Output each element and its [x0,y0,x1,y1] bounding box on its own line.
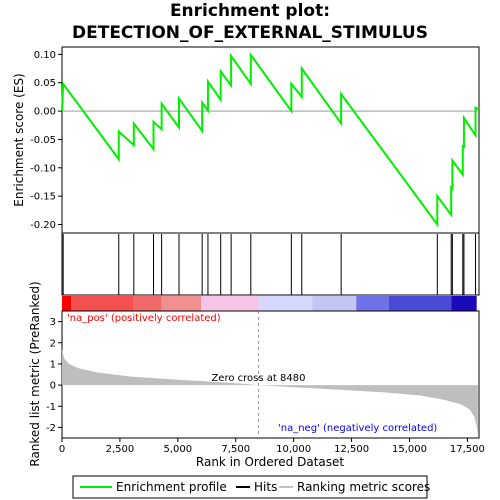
heat-segment [451,296,477,311]
metric-tick-label: 0 [50,381,56,392]
heat-segment [161,296,201,311]
heat-segment [356,296,389,311]
es-tick-label: -0.15 [30,192,56,203]
chart-title-line2: DETECTION_OF_EXTERNAL_STIMULUS [72,23,428,43]
es-panel: 0.10 0.05 0.00 -0.05 -0.10 -0.15 -0.20 [30,46,480,234]
ranking-metric-area [62,349,478,435]
negative-correlation-label: 'na_neg' (negatively correlated) [278,423,437,434]
metric-tick-label: 3 [50,317,56,328]
heat-segment [201,296,259,311]
es-plot-frame [61,46,480,234]
heat-segment [71,296,134,311]
x-tick-label: 5,000 [164,444,193,455]
x-axis-label: Rank in Ordered Dataset [196,455,344,469]
metric-panel: Zero cross at 8480 'na_pos' (positively … [46,310,480,439]
legend-metric-label: Ranking metric scores [297,480,430,494]
hits-panel [61,232,480,296]
chart-title-line1: Enrichment plot: [169,1,331,21]
legend: Enrichment profile Hits Ranking metric s… [72,475,430,499]
metric-axis-label: Ranked list metric (PreRanked) [28,281,42,466]
enrichment-profile-line [61,51,480,228]
heat-segment [133,296,162,311]
es-axis-label: Enrichment score (ES) [12,73,26,206]
metric-tick-label: 1 [50,359,56,370]
x-tick-label: 7,500 [221,444,250,455]
es-tick-label: -0.05 [30,135,56,146]
es-tick-label: 0.10 [34,50,56,61]
metric-tick-label: -1 [46,402,56,413]
heat-segment [62,296,72,311]
hits-frame [61,232,480,296]
x-tick-label: 10,000 [276,444,311,455]
metric-tick-label: 2 [50,338,56,349]
x-tick-label: 15,000 [392,444,427,455]
es-tick-label: -0.10 [30,163,56,174]
x-tick-label: 0 [59,444,65,455]
positive-correlation-label: 'na_pos' (positively correlated) [67,313,221,324]
ranking-heat-bar [62,296,477,311]
metric-tick-label: -2 [46,423,56,434]
zero-cross-label: Zero cross at 8480 [211,373,305,384]
heat-segment [388,296,452,311]
heat-segment [258,296,313,311]
es-tick-label: -0.20 [30,220,56,231]
es-tick-label: 0.05 [34,78,56,89]
x-tick-label: 17,500 [450,444,485,455]
x-tick-label: 12,500 [334,444,369,455]
legend-hits-label: Hits [254,480,277,494]
metric-plot-frame [61,310,480,439]
es-tick-label: 0.00 [34,107,56,118]
heat-segment [312,296,357,311]
legend-enrichment-label: Enrichment profile [116,480,227,494]
x-tick-label: 2,500 [106,444,135,455]
